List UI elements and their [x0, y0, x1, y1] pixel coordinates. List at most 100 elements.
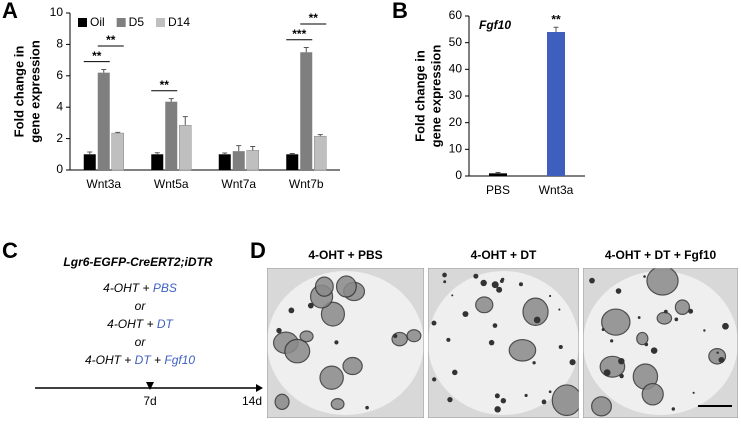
debris: [716, 351, 719, 354]
debris: [452, 369, 458, 376]
chart-a: 0 2 4 6 8 10 Fold change in gene expression Wnt3…: [11, 5, 340, 191]
debris: [671, 407, 675, 411]
organoid: [591, 396, 612, 417]
condition-part: or: [135, 335, 147, 349]
vignette: [267, 271, 424, 415]
condition-part: 4-OHT: [103, 281, 141, 295]
x-tick-label: Wnt7b: [289, 177, 324, 191]
organoid: [551, 384, 579, 417]
debris: [276, 327, 282, 334]
legend-label: D14: [168, 15, 190, 29]
bar: [218, 154, 231, 170]
y-tick-label: 10: [449, 142, 463, 156]
bar: [151, 154, 164, 170]
vignette: [583, 271, 738, 415]
error-bar: [250, 145, 256, 151]
diagram-title: Lgr6-EGFP-CreERT2;iDTR: [63, 255, 212, 269]
condition-part: PBS: [153, 281, 177, 295]
legend-swatch: [78, 18, 87, 27]
debris: [446, 337, 451, 342]
micrograph-title: 4-OHT + PBS: [308, 248, 382, 262]
debris: [603, 369, 611, 377]
organoid: [299, 330, 314, 343]
debris: [615, 288, 622, 294]
organoid: [522, 297, 549, 326]
y-tick-label: 4: [56, 99, 63, 113]
debris: [518, 282, 523, 287]
x-tick-label: Wnt3a: [86, 177, 121, 191]
significance-label: **: [551, 12, 561, 26]
debris: [569, 359, 576, 366]
error-bar: [154, 152, 160, 155]
debris: [663, 309, 668, 314]
debris: [494, 406, 501, 413]
debris: [558, 344, 563, 350]
bar: [97, 72, 110, 170]
debris: [447, 397, 453, 403]
debris: [393, 333, 398, 339]
debris: [431, 320, 437, 326]
bar: [179, 125, 192, 171]
error-bar: [289, 153, 295, 155]
debris: [549, 294, 552, 298]
debris: [643, 275, 646, 278]
error-bar: [168, 98, 174, 102]
bar: [111, 132, 124, 171]
y-tick-label: 6: [56, 68, 63, 82]
y-tick-label: 0: [56, 162, 63, 176]
y-tick-label: 8: [56, 37, 63, 51]
significance-label: **: [92, 49, 102, 63]
y-tick-label: 20: [449, 115, 463, 129]
bar: [83, 154, 96, 170]
debris: [462, 311, 469, 318]
debris: [443, 280, 447, 284]
debris: [722, 322, 729, 330]
debris: [451, 294, 454, 297]
organoid: [641, 382, 664, 406]
micrograph: [583, 268, 738, 418]
error-bar: [303, 47, 309, 53]
timepoint: 7d: [143, 394, 156, 408]
debris: [637, 316, 641, 319]
debris: [473, 273, 479, 279]
bar: [547, 32, 565, 176]
x-tick-label: PBS: [486, 183, 510, 197]
organoid: [314, 276, 334, 297]
condition: 4-OHT + DT: [107, 317, 174, 331]
organoid: [656, 311, 673, 325]
bar: [246, 150, 259, 171]
debris: [432, 377, 437, 382]
error-bar: [236, 145, 242, 152]
organoid: [330, 398, 345, 411]
debris: [480, 279, 487, 287]
bar: [232, 151, 245, 170]
debris: [688, 308, 694, 314]
arrowhead: [256, 384, 263, 392]
debris: [619, 373, 624, 379]
chart-b: 0 10 20 30 40 50 60 Fold change in gene expressi…: [412, 8, 585, 197]
debris: [307, 302, 314, 309]
significance-label: **: [160, 78, 170, 92]
organoid: [508, 339, 537, 362]
debris: [524, 393, 528, 398]
condition-part: DT: [135, 353, 153, 367]
legend-swatch: [116, 18, 126, 27]
y-tick-label: 60: [449, 8, 463, 22]
condition-part: 4-OHT: [85, 353, 123, 367]
debris: [618, 357, 625, 365]
organoid: [274, 393, 290, 411]
y-tick-label: 0: [455, 168, 462, 182]
error-bar: [115, 131, 121, 134]
debris: [548, 390, 552, 394]
condition: 4-OHT + PBS: [103, 281, 177, 295]
organoid: [674, 299, 691, 315]
y-tick-label: 40: [449, 62, 463, 76]
y-tick-label: 2: [56, 131, 63, 145]
condition: 4-OHT + DT + Fgf10: [85, 353, 195, 367]
organoid: [646, 268, 679, 296]
condition-part: +: [124, 353, 131, 367]
debris: [491, 281, 499, 289]
condition-part: +: [146, 317, 153, 331]
y-axis-label: Fold change in: [412, 50, 427, 142]
